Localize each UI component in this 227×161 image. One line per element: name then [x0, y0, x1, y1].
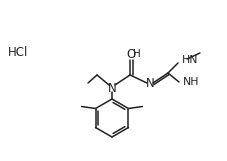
Text: N: N	[146, 76, 154, 90]
Text: H: H	[133, 49, 141, 59]
Text: HN: HN	[182, 55, 198, 65]
Text: HCl: HCl	[8, 46, 28, 58]
Text: N: N	[108, 81, 116, 95]
Text: O: O	[126, 47, 136, 61]
Text: NH: NH	[183, 77, 200, 87]
